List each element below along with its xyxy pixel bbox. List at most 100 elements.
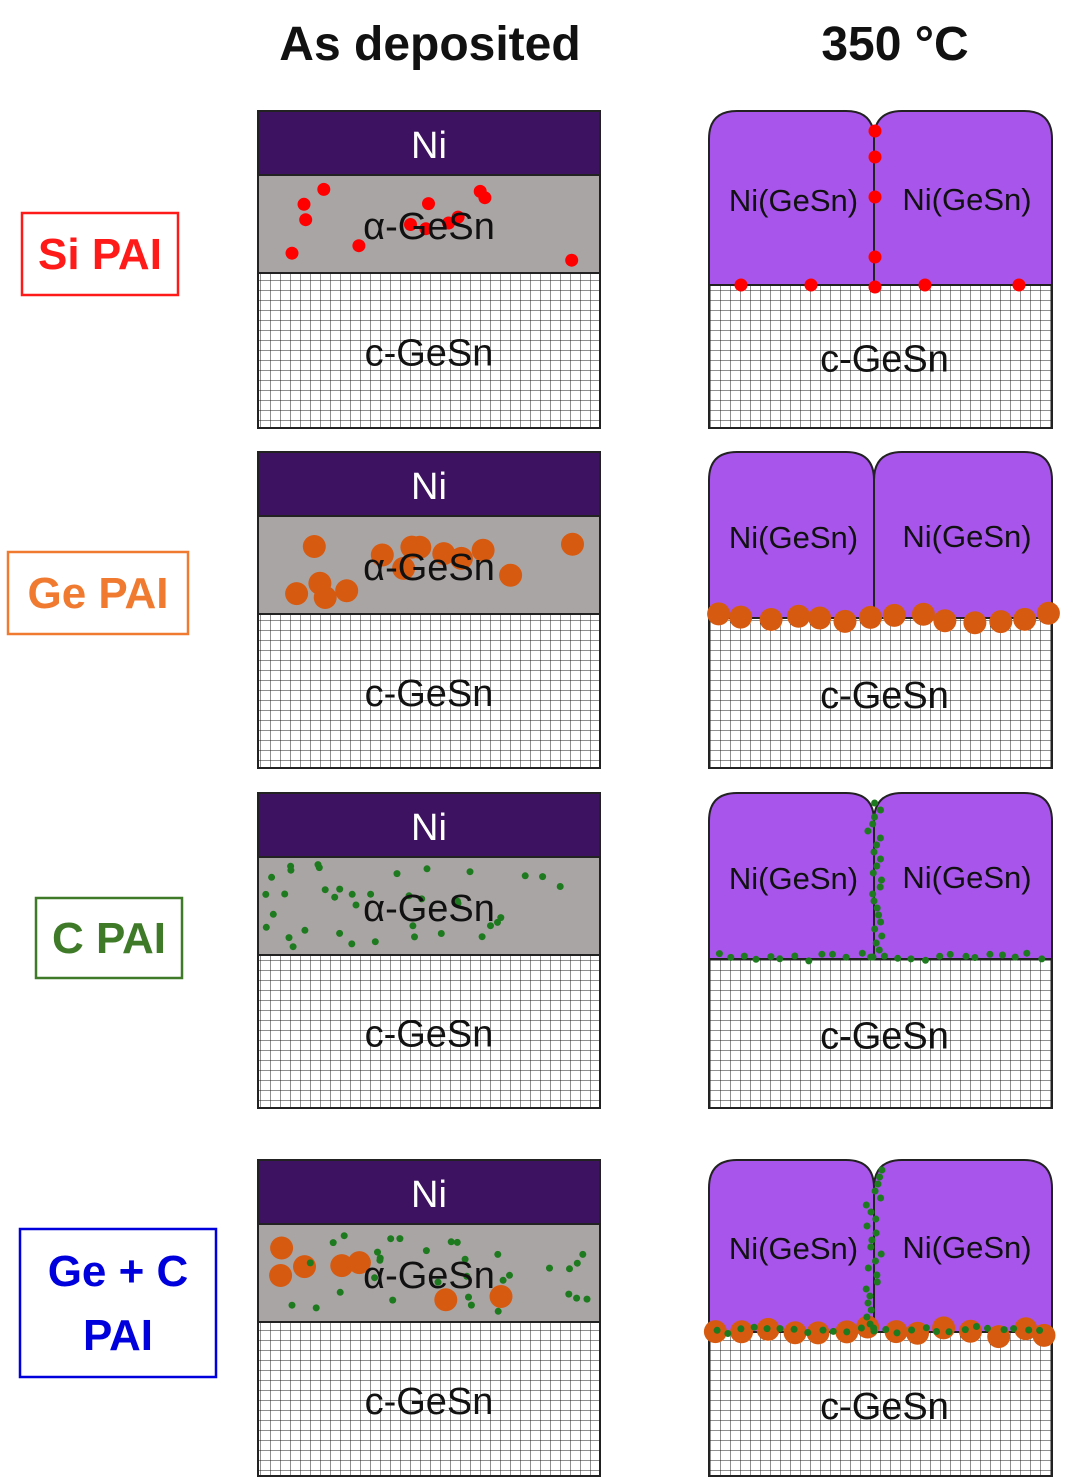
deposited-ge-particle (270, 1236, 294, 1260)
deposited-si-particle (317, 182, 331, 196)
pai-label: PAI (83, 1311, 153, 1360)
silicide-label-left: Ni(GeSn) (729, 1231, 858, 1266)
annealed-c-particle (1000, 1326, 1008, 1334)
silicide-label-right: Ni(GeSn) (902, 519, 1031, 554)
annealed-ge-particle (1013, 607, 1037, 631)
deposited-c-particle (269, 910, 277, 918)
annealed-c-particle (868, 1236, 876, 1244)
annealed-c-particle (933, 1328, 940, 1335)
deposited-c-particle (387, 1235, 395, 1243)
annealed-ge-particle (911, 602, 935, 626)
annealed-c-particle (713, 1326, 721, 1334)
annealed-si-particle (918, 278, 932, 292)
annealed-c-particle (874, 1180, 882, 1188)
annealed-ge-particle (1036, 601, 1060, 625)
annealed-c-particle (870, 848, 878, 856)
row-1: Si PAI Ni α-GeSn c-GeSn Ni(GeSn) Ni(GeSn) c-Ge… (20, 110, 1053, 429)
annealed-c-particle (878, 876, 885, 884)
row-2: Ge PAI Ni α-GeSn c-GeSn Ni(GeSn) Ni(GeSn) c-Ge… (6, 451, 1060, 769)
deposited-c-particle (268, 873, 276, 881)
annealed-c-particle (843, 1328, 851, 1336)
annealed-c-particle (869, 890, 877, 898)
ni-layer (257, 110, 601, 176)
annealed-c-particle (945, 1328, 953, 1336)
deposited-c-particle (389, 1296, 397, 1304)
deposited-c-particle (262, 923, 270, 931)
deposited-c-particle (348, 940, 356, 948)
deposited-c-particle (454, 899, 462, 907)
pai-label: Ge PAI (27, 569, 168, 618)
annealed-c-particle (877, 1194, 885, 1202)
deposited-c-particle (453, 1238, 461, 1246)
annealed-c-particle (986, 950, 994, 958)
deposited-c-particle (287, 866, 295, 874)
annealed-c-particle (871, 1187, 879, 1195)
deposited-c-particle (461, 1255, 469, 1263)
ni-label: Ni (411, 466, 447, 508)
annealed-c-particle (973, 1323, 980, 1330)
deposited-c-particle (494, 1250, 502, 1258)
deposited-c-particle (374, 1248, 381, 1256)
deposited-c-particle (423, 865, 431, 873)
annealed-c-particle (971, 954, 979, 961)
deposited-c-particle (447, 1238, 455, 1246)
pai-label-box (34, 896, 184, 980)
deposited-c-particle (546, 1264, 553, 1272)
deposited-c-particle (331, 893, 339, 901)
silicide-label-right: Ni(GeSn) (902, 182, 1031, 217)
annealed-c-particle (878, 1166, 886, 1174)
silicide-label-right: Ni(GeSn) (902, 1230, 1031, 1265)
deposited-ge-particle (408, 535, 432, 559)
annealed-c-particle (858, 949, 866, 957)
deposited-ge-particle (269, 1264, 293, 1287)
annealed-c-particle (1023, 949, 1031, 957)
annealed-c-particle (893, 1329, 901, 1337)
annealed-c-particle (876, 1173, 884, 1181)
annealed-c-particle (869, 869, 877, 877)
pai-label-box (20, 211, 180, 297)
deposited-c-particle (285, 934, 293, 942)
c-gesn-substrate (708, 958, 1053, 1109)
annealed-c-particle (873, 1278, 881, 1286)
silicide-label-left: Ni(GeSn) (729, 183, 858, 218)
ni-label: Ni (411, 807, 447, 849)
annealed-c-particle (1038, 955, 1046, 963)
substrate-label: c-GeSn (365, 333, 494, 375)
annealed-c-particle (791, 952, 799, 960)
ni-label: Ni (411, 1174, 447, 1216)
annealed-c-particle (1025, 1326, 1033, 1334)
deposited-c-particle (463, 1272, 471, 1280)
annealed-c-particle (867, 953, 875, 961)
annealed-si-particle (734, 278, 748, 292)
annealed-c-particle (750, 1323, 758, 1331)
annealed-si-particle (804, 278, 818, 292)
deposited-c-particle (487, 922, 494, 930)
silicide-label-left: Ni(GeSn) (729, 520, 858, 555)
row-3: C PAI Ni α-GeSn c-GeSn Ni(GeSn) Ni(GeSn) c-GeS… (34, 792, 1053, 1109)
deposited-ge-particle (471, 538, 495, 562)
annealed-c-particle (922, 956, 929, 964)
annealed-c-particle (724, 1330, 732, 1337)
substrate-label: c-GeSn (365, 1381, 494, 1423)
annealed-c-particle (872, 939, 880, 947)
annealed-ge-particle (963, 611, 987, 635)
annealed-c-particle (872, 1229, 880, 1237)
deposited-c-particle (340, 1232, 348, 1240)
annealed-c-particle (863, 1313, 871, 1321)
annealed-c-particle (829, 950, 836, 958)
deposited-ge-particle (499, 563, 523, 587)
annealed-c-particle (873, 862, 881, 870)
deposited-si-particle (419, 222, 433, 236)
ni-layer (257, 1159, 601, 1225)
annealed-c-particle (873, 904, 881, 912)
deposited-c-particle (579, 1250, 587, 1258)
annealed-c-particle (727, 953, 735, 961)
annealed-c-particle (776, 1325, 784, 1333)
annealed-c-particle (877, 806, 884, 814)
annealed-c-particle (872, 1257, 879, 1265)
deposited-c-particle (467, 1301, 475, 1309)
deposited-c-particle (281, 890, 289, 898)
deposited-ge-particle (449, 546, 473, 570)
annealed-c-particle (894, 954, 902, 962)
ni-layer (257, 792, 601, 858)
